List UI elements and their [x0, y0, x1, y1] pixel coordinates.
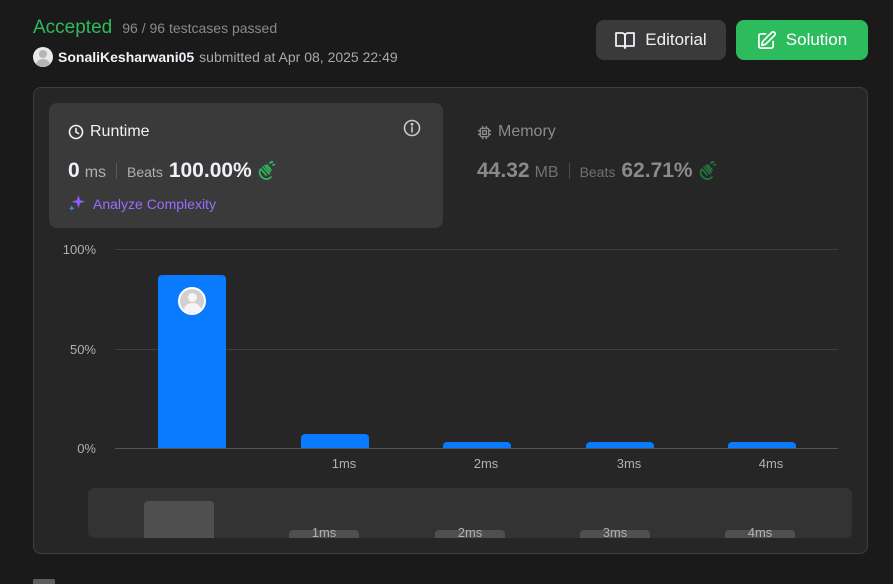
y-tick-label: 100%	[62, 242, 96, 257]
overview-tick-label: 4ms	[747, 525, 773, 538]
chart-overview-scrollbar[interactable]: 1ms 2ms 3ms 4ms	[88, 488, 852, 538]
edit-icon	[757, 30, 776, 49]
memory-beats-pct: 62.71%	[621, 159, 693, 182]
book-icon	[615, 32, 636, 49]
overview-bar	[725, 530, 795, 538]
analyze-label: Analyze Complexity	[93, 195, 216, 212]
overview-bar	[580, 530, 650, 538]
distribution-bar[interactable]	[728, 442, 796, 448]
submission-time: submitted at Apr 08, 2025 22:49	[199, 49, 398, 65]
editorial-button[interactable]: Editorial	[596, 20, 726, 60]
chip-icon	[477, 125, 492, 139]
overview-tick-label: 1ms	[311, 525, 337, 538]
gridline	[115, 348, 838, 350]
clap-icon	[258, 161, 276, 180]
runtime-unit: ms	[84, 164, 107, 181]
gridline	[115, 448, 838, 449]
user-avatar[interactable]	[33, 47, 53, 67]
solution-label: Solution	[785, 30, 848, 49]
y-tick-label: 50%	[69, 341, 96, 357]
runtime-beats-pct: 100.00%	[168, 159, 252, 182]
code-section-peek	[33, 575, 73, 584]
submission-status: Accepted 96 / 96 testcases passed	[33, 17, 277, 39]
info-icon[interactable]	[403, 119, 421, 137]
runtime-metrics: 0 ms Beats 100.00%	[68, 159, 276, 183]
overview-bar	[289, 530, 359, 538]
gridline	[115, 249, 838, 250]
x-tick-label: 2ms	[473, 456, 499, 471]
solution-button[interactable]: Solution	[736, 20, 868, 60]
distribution-bar[interactable]	[301, 434, 369, 448]
memory-metrics: 44.32 MB Beats 62.71%	[477, 159, 717, 183]
clock-icon	[68, 124, 84, 140]
memory-value: 44.32	[477, 159, 530, 182]
runtime-beats-label: Beats	[127, 164, 163, 180]
divider	[116, 163, 118, 179]
clap-icon	[699, 161, 716, 180]
x-tick-label: 3ms	[616, 456, 642, 471]
overview-bar	[435, 530, 505, 538]
divider	[568, 163, 570, 179]
runtime-value: 0	[68, 159, 80, 182]
memory-title-text: Memory	[498, 123, 556, 140]
distribution-bar[interactable]	[443, 442, 511, 448]
overview-tick-label: 3ms	[602, 525, 628, 538]
y-tick-label: 0%	[77, 441, 96, 456]
username-link[interactable]: SonaliKesharwani05	[58, 49, 195, 65]
x-tick-label: 4ms	[758, 456, 784, 471]
runtime-title: Runtime	[68, 123, 150, 141]
distribution-bar[interactable]	[586, 442, 654, 448]
submitter-info: SonaliKesharwani05 submitted at Apr 08, …	[33, 47, 398, 67]
sparkle-icon	[68, 194, 86, 212]
analyze-complexity-link[interactable]: Analyze Complexity	[68, 194, 216, 213]
user-position-avatar	[178, 287, 206, 315]
overview-tick-label: 2ms	[457, 525, 483, 538]
accepted-label: Accepted	[33, 17, 113, 38]
overview-bar	[144, 500, 214, 538]
testcases-passed: 96 / 96 testcases passed	[122, 20, 278, 36]
memory-beats-label: Beats	[579, 164, 616, 180]
memory-title[interactable]: Memory	[477, 123, 556, 141]
editorial-label: Editorial	[645, 30, 707, 49]
x-tick-label: 1ms	[331, 456, 357, 471]
memory-unit: MB	[534, 164, 559, 181]
runtime-card[interactable]: Runtime 0 ms Beats 100.00% Analyze Compl…	[49, 103, 443, 228]
runtime-title-text: Runtime	[90, 123, 150, 140]
